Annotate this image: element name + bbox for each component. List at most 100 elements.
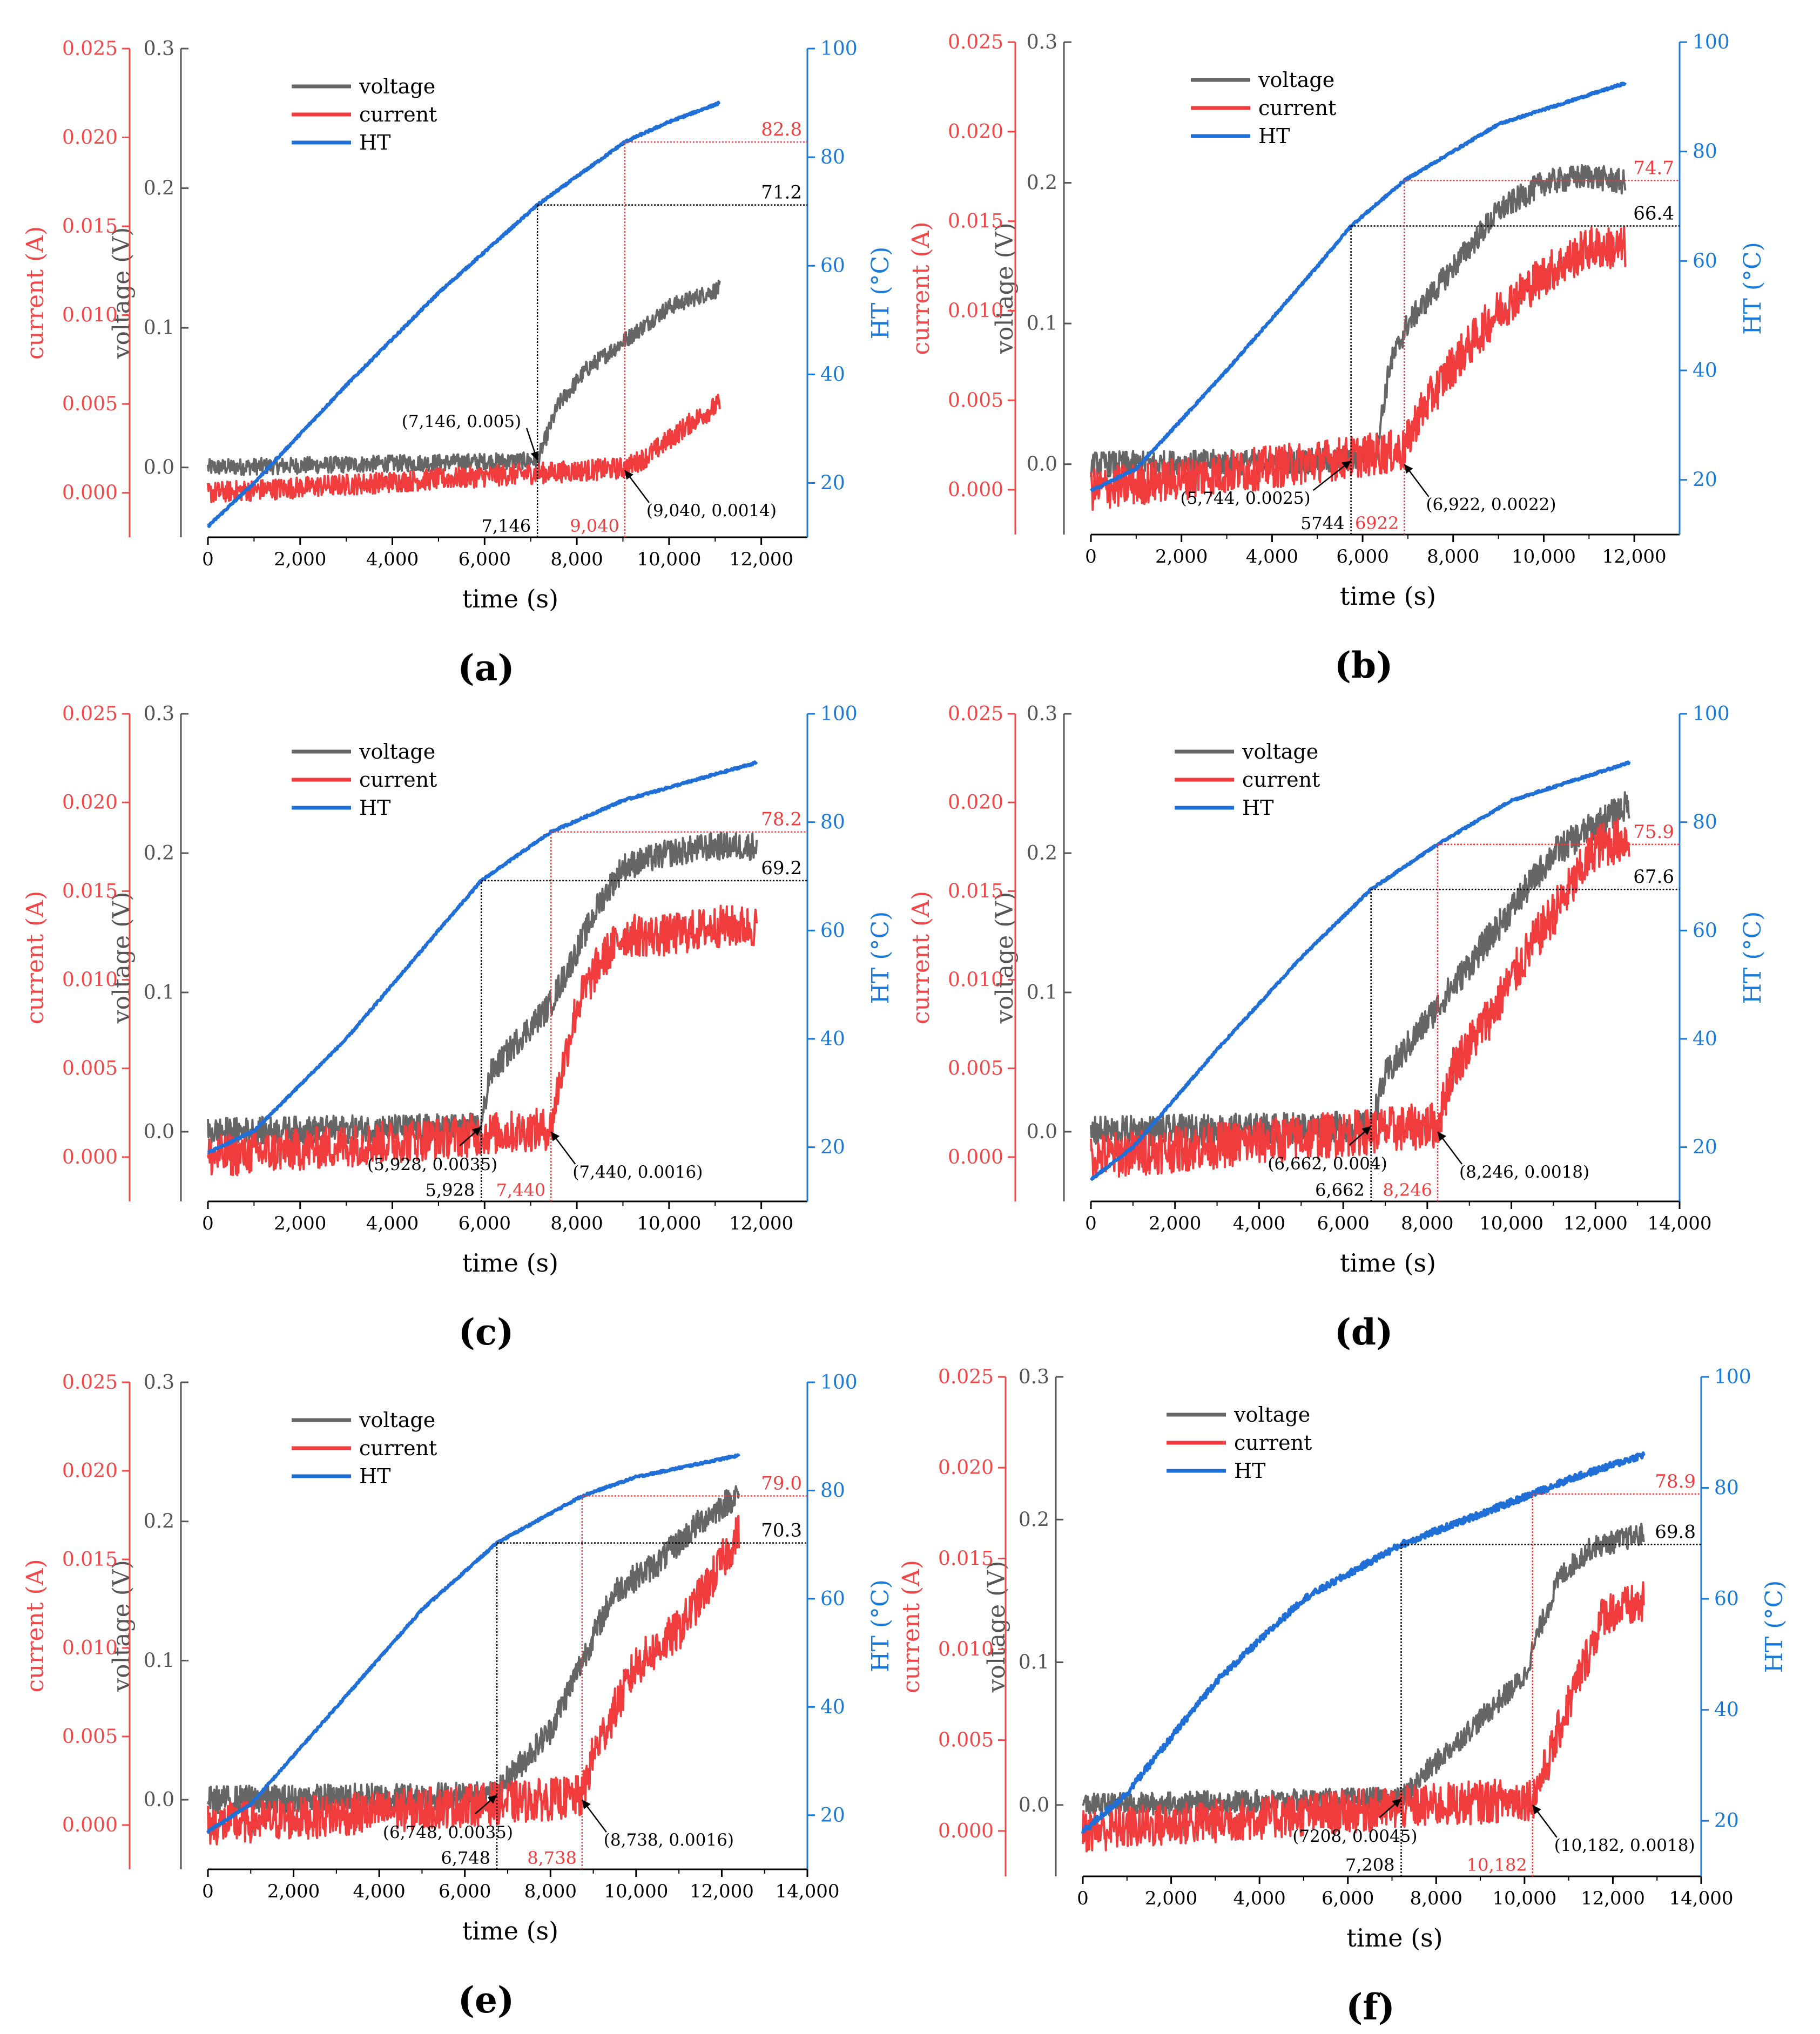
x-tick-label: 10,000 (637, 1213, 701, 1234)
annotation-arrow-head (1438, 1132, 1447, 1141)
legend-label-ht: HT (359, 1464, 390, 1488)
ht-tick-label: 40 (1693, 1028, 1717, 1050)
voltage-axis-title: voltage (V) (108, 227, 136, 360)
voltage-tick-label: 0.1 (1027, 313, 1057, 335)
x-tick-label: 4,000 (353, 1881, 405, 1902)
annotation-label: (7208, 0.0045) (1292, 1827, 1417, 1846)
ht-tick-label: 60 (1693, 920, 1717, 942)
series-line-ht (1081, 1451, 1646, 1834)
black-guide-temp-label: 70.3 (761, 1520, 802, 1542)
x-tick-label: 4,000 (1233, 1888, 1285, 1909)
current-tick-label: 0.005 (948, 1058, 1003, 1080)
current-tick-label: 0.005 (948, 389, 1003, 411)
ht-tick-label: 80 (820, 146, 845, 168)
red-guide-time-label: 8,246 (1383, 1180, 1432, 1200)
current-tick-label: 0.010 (62, 1637, 118, 1659)
ht-tick-label: 100 (820, 703, 858, 725)
series-line-voltage (207, 1485, 740, 1815)
ht-tick-label: 80 (820, 1479, 845, 1502)
current-tick-label: 0.015 (62, 1549, 118, 1571)
annotation-arrow-head (624, 470, 633, 480)
voltage-tick-label: 0.0 (144, 457, 174, 479)
x-tick-label: 8,000 (1427, 546, 1479, 567)
current-tick-label: 0.015 (62, 215, 118, 238)
x-tick-label: 12,000 (1581, 1888, 1645, 1909)
series-line-ht (206, 1453, 740, 1834)
red-guide-time-label: 10,182 (1467, 1855, 1527, 1875)
current-tick-label: 0.010 (62, 969, 118, 991)
current-axis-title: current (A) (898, 1560, 925, 1693)
ht-tick-label: 100 (820, 38, 858, 60)
series-line-current (1082, 1581, 1645, 1853)
current-tick-label: 0.020 (938, 1457, 994, 1479)
x-axis-title: time (s) (462, 584, 558, 613)
ht-tick-label: 40 (1714, 1699, 1739, 1721)
voltage-tick-label: 0.3 (1027, 703, 1057, 725)
red-guide-temp-label: 79.0 (761, 1472, 802, 1494)
annotation-label: (6,922, 0.0022) (1426, 495, 1556, 515)
x-axis-title: time (s) (1340, 582, 1436, 611)
annotation-label: (7,440, 0.0016) (572, 1163, 703, 1182)
current-tick-label: 0.020 (62, 127, 118, 149)
series-line-ht (207, 760, 758, 1154)
voltage-tick-label: 0.3 (1027, 31, 1057, 53)
voltage-tick-label: 0.0 (144, 1789, 174, 1811)
x-tick-label: 0 (1085, 546, 1097, 567)
voltage-tick-label: 0.2 (144, 178, 174, 200)
black-guide-temp-label: 69.2 (761, 857, 802, 879)
x-tick-label: 4,000 (1233, 1213, 1285, 1234)
x-tick-label: 4,000 (366, 1213, 419, 1234)
voltage-tick-label: 0.1 (1019, 1652, 1049, 1674)
current-tick-label: 0.010 (938, 1639, 994, 1661)
current-tick-label: 0.015 (62, 880, 118, 902)
ht-axis-title: HT (°C) (1761, 1580, 1788, 1673)
ht-tick-label: 20 (820, 472, 845, 494)
voltage-tick-label: 0.2 (144, 1511, 174, 1533)
x-tick-label: 8,000 (524, 1881, 577, 1902)
black-guide-time-label: 7,208 (1345, 1855, 1395, 1875)
annotation-arrow-head (1532, 1805, 1541, 1815)
ht-axis-title: HT (°C) (867, 1579, 894, 1672)
voltage-axis-title: voltage (V) (108, 1560, 136, 1692)
annotation-arrow-head (487, 1795, 497, 1804)
current-tick-label: 0.000 (62, 1146, 118, 1168)
annotation-label: (8,738, 0.0016) (604, 1830, 734, 1850)
voltage-tick-label: 0.3 (144, 38, 174, 60)
legend-label-ht: HT (1242, 796, 1273, 820)
chart-panel-b: 0 2,000 4,000 6,000 8,000 10,000 12,000 time (s… (907, 31, 1767, 686)
ht-tick-label: 100 (820, 1371, 858, 1394)
voltage-tick-label: 0.3 (144, 1371, 174, 1394)
current-tick-label: 0.000 (948, 1146, 1003, 1168)
ht-tick-label: 100 (1714, 1366, 1751, 1388)
current-tick-label: 0.025 (62, 1371, 118, 1394)
red-guide-time-label: 9,040 (570, 516, 619, 536)
series-line-current (1090, 226, 1627, 511)
voltage-axis-title: voltage (V) (991, 892, 1019, 1024)
x-tick-label: 6,000 (439, 1881, 491, 1902)
voltage-tick-label: 0.1 (144, 1650, 174, 1672)
series-line-ht (1089, 760, 1631, 1181)
x-axis-title: time (s) (462, 1248, 558, 1278)
annotation-label: (10,182, 0.0018) (1554, 1836, 1695, 1855)
current-tick-label: 0.010 (948, 969, 1003, 991)
ht-tick-label: 100 (1693, 703, 1730, 725)
voltage-tick-label: 0.2 (1027, 172, 1057, 194)
chart-panel-a: 0 2,000 4,000 6,000 8,000 10,000 12,000 time (s… (22, 38, 894, 689)
x-tick-label: 0 (1085, 1213, 1097, 1234)
ht-axis-title: HT (°C) (1739, 242, 1767, 335)
ht-tick-label: 60 (820, 255, 845, 277)
annotation-arrow-head (530, 451, 539, 461)
current-axis-title: current (A) (907, 221, 935, 355)
series-line-current (1090, 817, 1630, 1180)
annotation-label: (7,146, 0.005) (402, 412, 521, 431)
current-tick-label: 0.025 (938, 1366, 994, 1388)
x-tick-label: 8,000 (1401, 1213, 1453, 1234)
ht-tick-label: 20 (1693, 469, 1717, 491)
x-tick-label: 0 (202, 549, 214, 570)
red-guide-time-label: 8,738 (527, 1848, 577, 1868)
current-axis-title: current (A) (22, 891, 49, 1024)
black-guide-time-label: 5744 (1300, 513, 1344, 533)
ht-tick-label: 80 (1693, 812, 1717, 834)
voltage-tick-label: 0.0 (1027, 454, 1057, 476)
x-tick-label: 8,000 (550, 549, 603, 570)
